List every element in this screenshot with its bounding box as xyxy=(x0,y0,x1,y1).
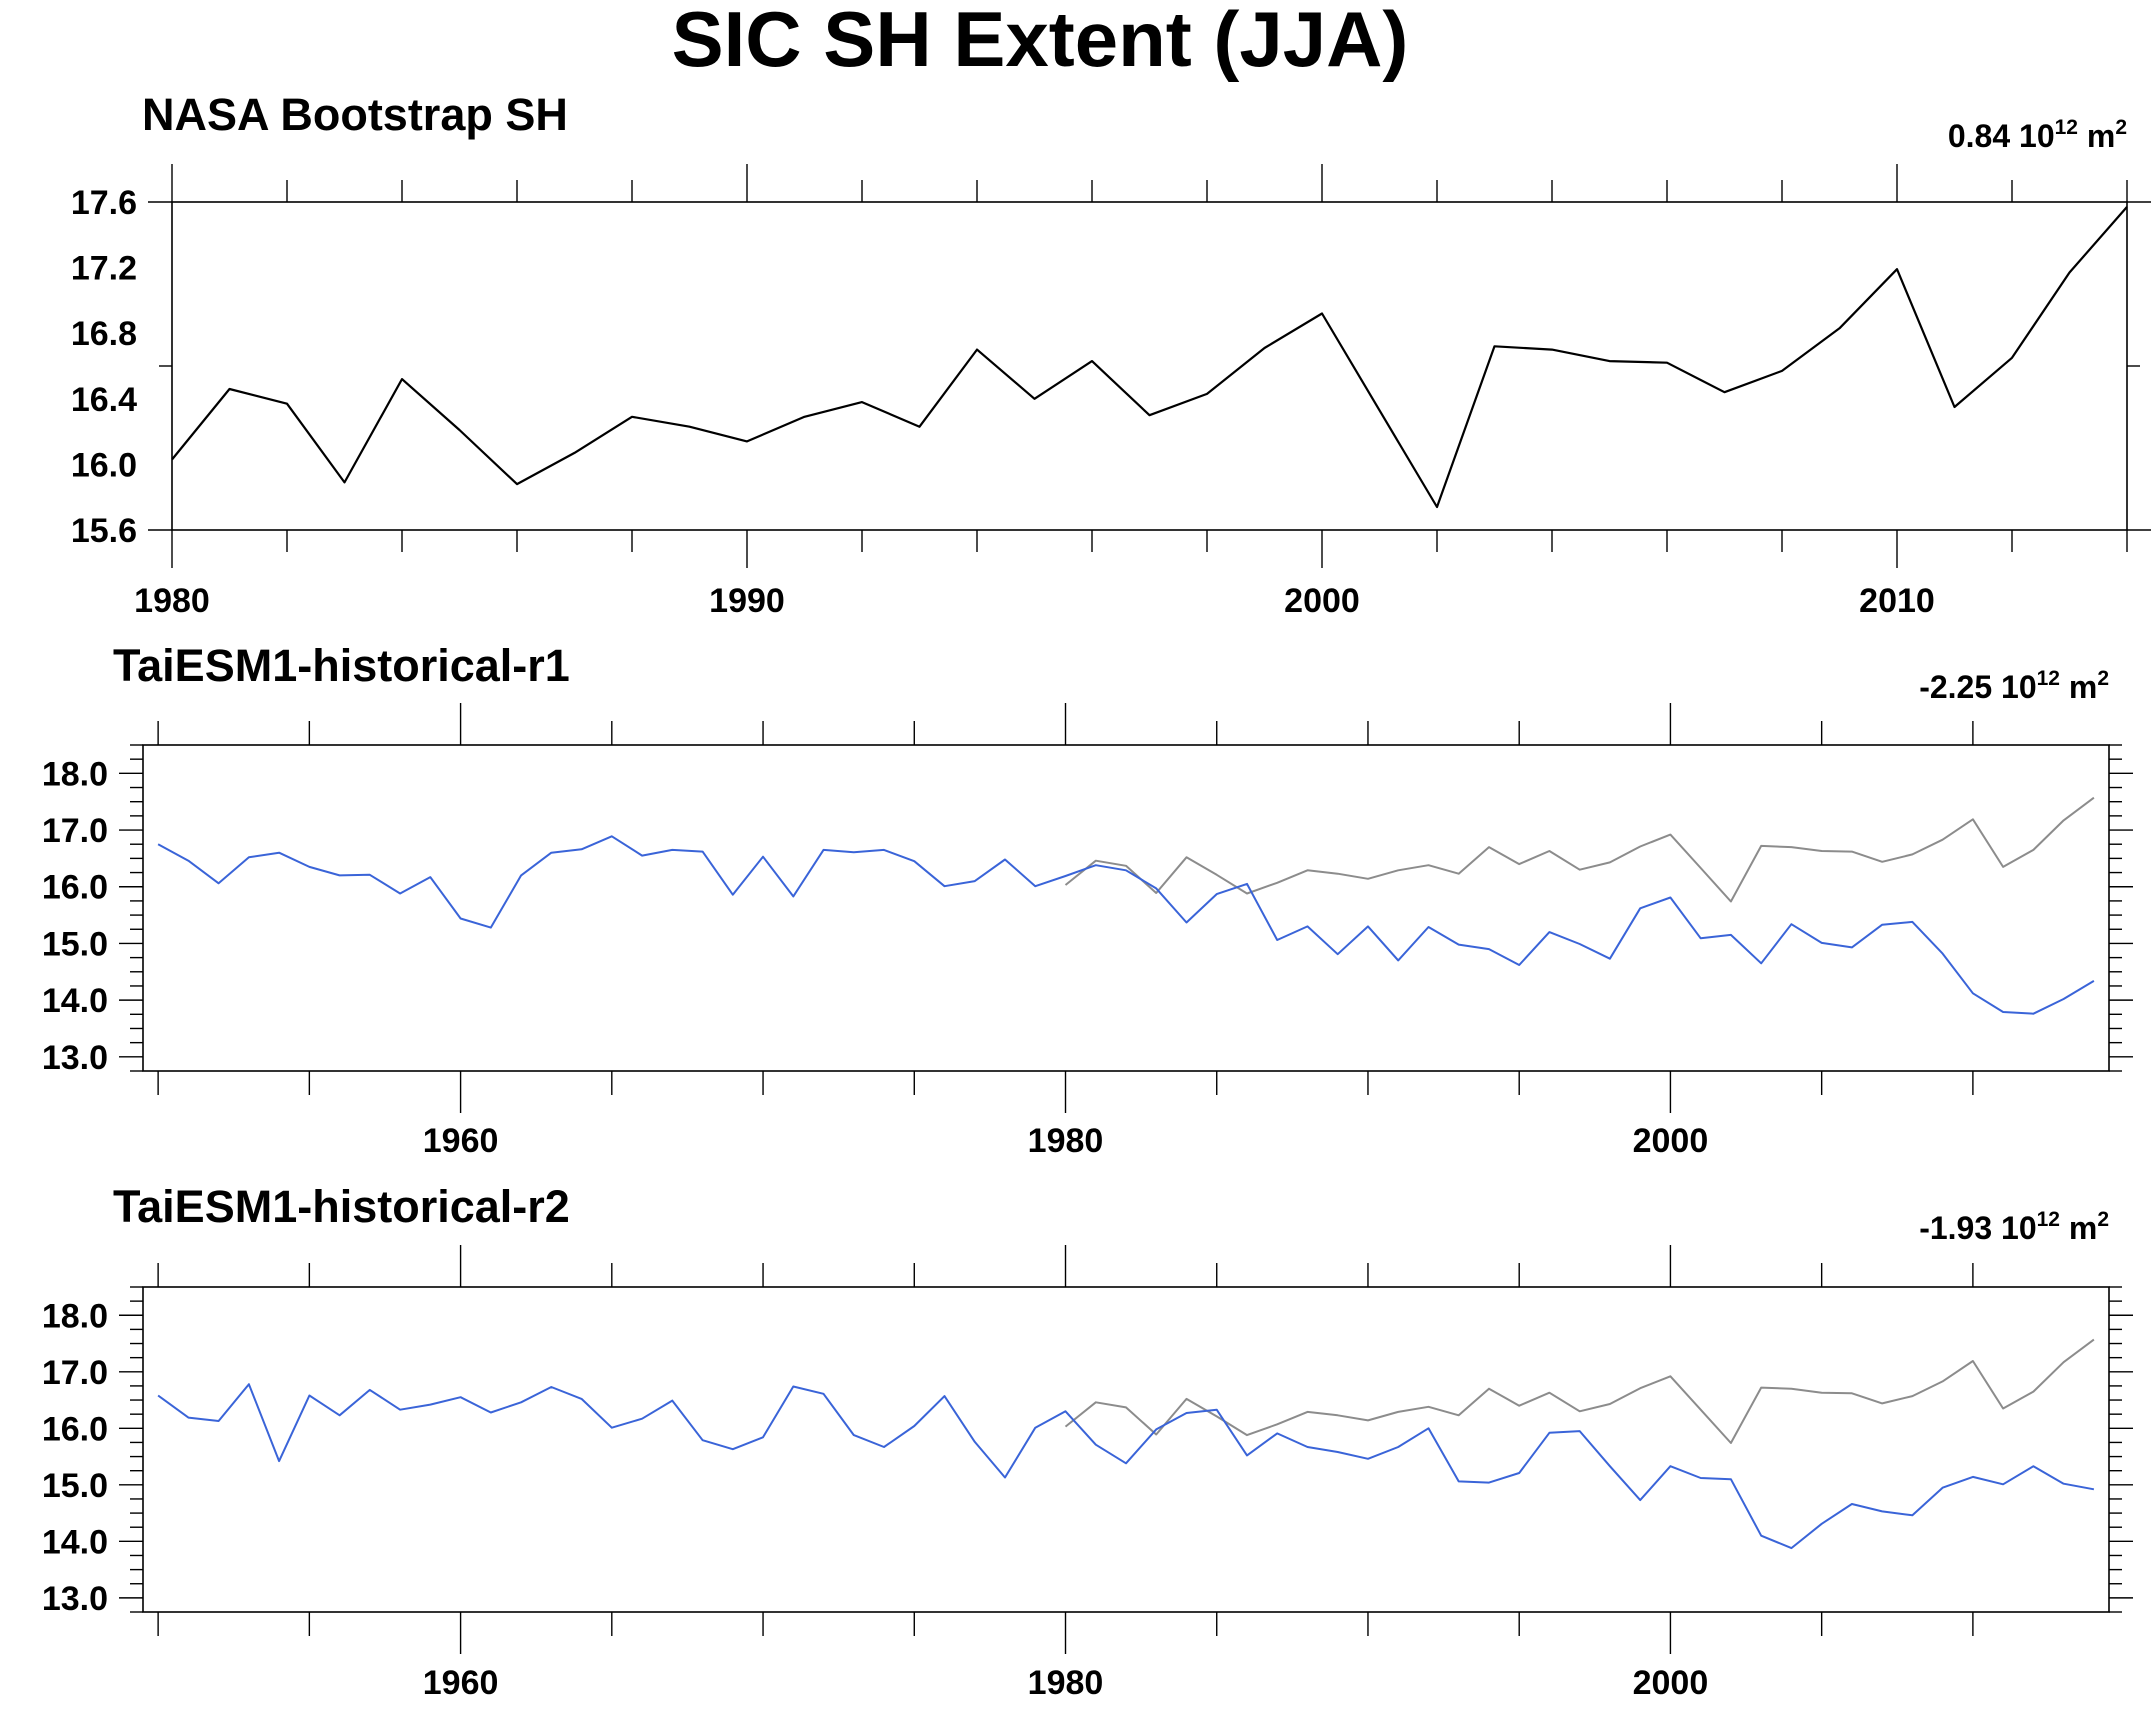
y-tick-label: 14.0 xyxy=(42,982,108,1020)
panels: NASA Bootstrap SH 0.84 1012 m215.616.016.… xyxy=(42,89,2151,1702)
y-tick-label: 13.0 xyxy=(42,1039,108,1077)
x-axis: 1960 1980 2000 xyxy=(157,703,1974,1160)
series-line-obs-ref xyxy=(1064,1338,2095,1444)
plot-frame xyxy=(142,744,2110,1072)
trend-label-part: 12 xyxy=(2055,116,2078,139)
trend-label-part: m xyxy=(2078,118,2115,154)
y-tick-label: 15.0 xyxy=(42,925,108,963)
y-tick-label: 16.4 xyxy=(71,381,137,419)
panel-2: TaiESM1-historical-r1 -2.25 1012 m2 13.0 14… xyxy=(42,640,2133,1160)
y-tick-label: 16.8 xyxy=(71,315,137,353)
x-tick-label: 1980 xyxy=(1028,1122,1104,1160)
trend-label-part: 12 xyxy=(2037,1208,2060,1231)
x-tick-label: 1990 xyxy=(709,582,785,620)
x-tick-label: 2000 xyxy=(1633,1122,1709,1160)
y-tick-label: 13.0 xyxy=(42,1580,108,1618)
x-tick-label: 2000 xyxy=(1284,582,1360,620)
trend-label-part: 2 xyxy=(2097,667,2109,690)
x-axis: 1980 1990 2000 2010 xyxy=(134,164,2128,620)
x-tick-label: 2000 xyxy=(1633,1664,1709,1702)
y-tick-label: 17.0 xyxy=(42,1354,108,1392)
plot-frame xyxy=(142,1286,2110,1613)
trend-label-part: m xyxy=(2060,1210,2097,1246)
trend-label: -1.93 1012 m2 xyxy=(1919,1208,2109,1246)
x-tick-label: 1980 xyxy=(134,582,210,620)
y-tick-label: 15.6 xyxy=(71,512,137,550)
plot-frame xyxy=(171,201,2128,531)
y-tick-label: 16.0 xyxy=(42,869,108,907)
y-tick-label: 15.0 xyxy=(42,1467,108,1505)
trend-label-part: -2.25 10 xyxy=(1919,669,2036,705)
panel-title: TaiESM1-historical-r2 xyxy=(113,1181,570,1232)
y-tick-label: 17.6 xyxy=(71,184,137,222)
x-tick-label: 1960 xyxy=(423,1664,499,1702)
series-line-model xyxy=(157,1383,2095,1550)
figure-title: SIC SH Extent (JJA) xyxy=(672,0,1409,83)
trend-label: -2.25 1012 m2 xyxy=(1919,667,2109,705)
series-line-obs-ref xyxy=(1064,796,2095,903)
x-tick-label: 1960 xyxy=(423,1122,499,1160)
trend-label-part: 12 xyxy=(2037,667,2060,690)
trend-label-part: 2 xyxy=(2115,116,2127,139)
panel-title: NASA Bootstrap SH xyxy=(142,89,568,140)
x-tick-label: 2010 xyxy=(1859,582,1935,620)
trend-label-part: m xyxy=(2060,669,2097,705)
panel-title: TaiESM1-historical-r1 xyxy=(113,640,570,691)
panel-1: NASA Bootstrap SH 0.84 1012 m2 15.6 16.0 16.… xyxy=(71,89,2151,620)
series-line-obs xyxy=(171,206,2128,509)
panel-3: TaiESM1-historical-r2 -1.93 1012 m2 13.0 14… xyxy=(42,1181,2133,1702)
x-tick-label: 1980 xyxy=(1028,1664,1104,1702)
y-tick-label: 17.0 xyxy=(42,812,108,850)
y-tick-label: 16.0 xyxy=(71,446,137,484)
trend-label-part: 0.84 10 xyxy=(1948,118,2055,154)
trend-label-part: -1.93 10 xyxy=(1919,1210,2036,1246)
series-line-model xyxy=(157,835,2095,1015)
y-axis: 13.0 14.0 15.0 16.0 17.0 18.0 xyxy=(42,1286,2133,1618)
y-axis: 15.6 16.0 16.4 16.8 17.2 17.6 xyxy=(71,184,2151,550)
x-axis: 1960 1980 2000 xyxy=(157,1245,1974,1702)
y-tick-label: 16.0 xyxy=(42,1410,108,1448)
trend-label-part: 2 xyxy=(2097,1208,2109,1231)
y-tick-label: 17.2 xyxy=(71,250,137,288)
y-tick-label: 18.0 xyxy=(42,755,108,793)
y-tick-label: 14.0 xyxy=(42,1523,108,1561)
y-axis: 13.0 14.0 15.0 16.0 17.0 18.0 xyxy=(42,744,2133,1077)
y-tick-label: 18.0 xyxy=(42,1297,108,1335)
trend-label: 0.84 1012 m2 xyxy=(1948,116,2127,154)
